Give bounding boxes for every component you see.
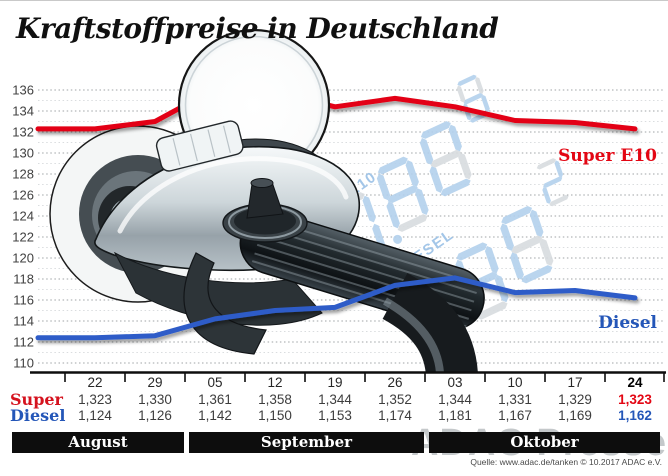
date-cell: 10: [507, 375, 523, 390]
super-value-cell: 1,344: [318, 392, 352, 407]
diesel-value-cell: 1,181: [438, 408, 472, 423]
diesel-value-cell: 1,124: [78, 408, 112, 423]
date-cell: 26: [387, 375, 403, 390]
diesel-value-cell: 1,167: [498, 408, 532, 423]
y-axis-label: 126: [12, 188, 34, 203]
y-axis-label: 112: [13, 335, 34, 350]
month-bar-oktober: Oktober: [429, 432, 660, 453]
row-label-diesel: Diesel: [10, 406, 66, 425]
diesel-value-cell: 1,150: [258, 408, 292, 423]
row-label-super: Super: [10, 390, 63, 409]
month-bar-august: August: [12, 432, 184, 453]
page-title: Kraftstoffpreise in Deutschland: [16, 12, 499, 45]
diesel-value-cell: 1,126: [138, 408, 172, 423]
price-table: Super Diesel 22 1,323 1,124 29 1,330 1,126 05 1…: [0, 373, 668, 425]
legend-super-e10: Super E10: [558, 146, 657, 166]
y-axis-label: 124: [12, 209, 34, 224]
date-cell: 19: [327, 375, 343, 390]
diesel-value-cell: 1,174: [378, 408, 412, 423]
diesel-value-cell: 1,162: [618, 408, 652, 423]
y-axis-label: 118: [13, 272, 34, 287]
date-cell: 03: [447, 375, 463, 390]
y-axis-label: 110: [13, 356, 34, 371]
super-value-cell: 1,323: [78, 392, 112, 407]
date-cell: 29: [147, 375, 163, 390]
super-value-cell: 1,361: [198, 392, 232, 407]
source-note: Quelle: www.adac.de/tanken © 10.2017 ADA…: [470, 457, 662, 467]
y-axis-label: 116: [13, 293, 34, 308]
diesel-value-cell: 1,169: [558, 408, 592, 423]
super-value-cell: 1,330: [138, 392, 172, 407]
legend-diesel: Diesel: [598, 313, 657, 333]
y-axis-label: 128: [12, 167, 34, 182]
y-axis-label: 130: [12, 146, 34, 161]
date-cell: 22: [87, 375, 103, 390]
date-cell: 17: [567, 375, 583, 390]
y-axis-label: 134: [12, 104, 34, 119]
y-axis-label: 136: [12, 83, 34, 98]
super-value-cell: 1,344: [438, 392, 472, 407]
super-value-cell: 1,329: [558, 392, 592, 407]
diesel-value-cell: 1,142: [198, 408, 232, 423]
diesel-value-cell: 1,153: [318, 408, 352, 423]
date-cell: 05: [207, 375, 223, 390]
super-value-cell: 1,358: [258, 392, 292, 407]
y-axis-label: 114: [13, 314, 34, 329]
date-cell: 24: [627, 375, 643, 390]
date-cell: 12: [267, 375, 283, 390]
line-super-e10: [35, 86, 638, 132]
super-value-cell: 1,331: [498, 392, 532, 407]
y-axis-label: 132: [12, 125, 34, 140]
line-diesel: [35, 275, 638, 341]
month-axis: August September Oktober: [0, 432, 668, 453]
x-axis: [30, 371, 666, 382]
super-value-cell: 1,323: [618, 392, 652, 407]
y-axis-label: 120: [12, 251, 34, 266]
month-bar-september: September: [189, 432, 424, 453]
y-axis-label: 122: [12, 230, 34, 245]
super-value-cell: 1,352: [378, 392, 412, 407]
fuel-nozzle-illustration: [35, 28, 638, 373]
